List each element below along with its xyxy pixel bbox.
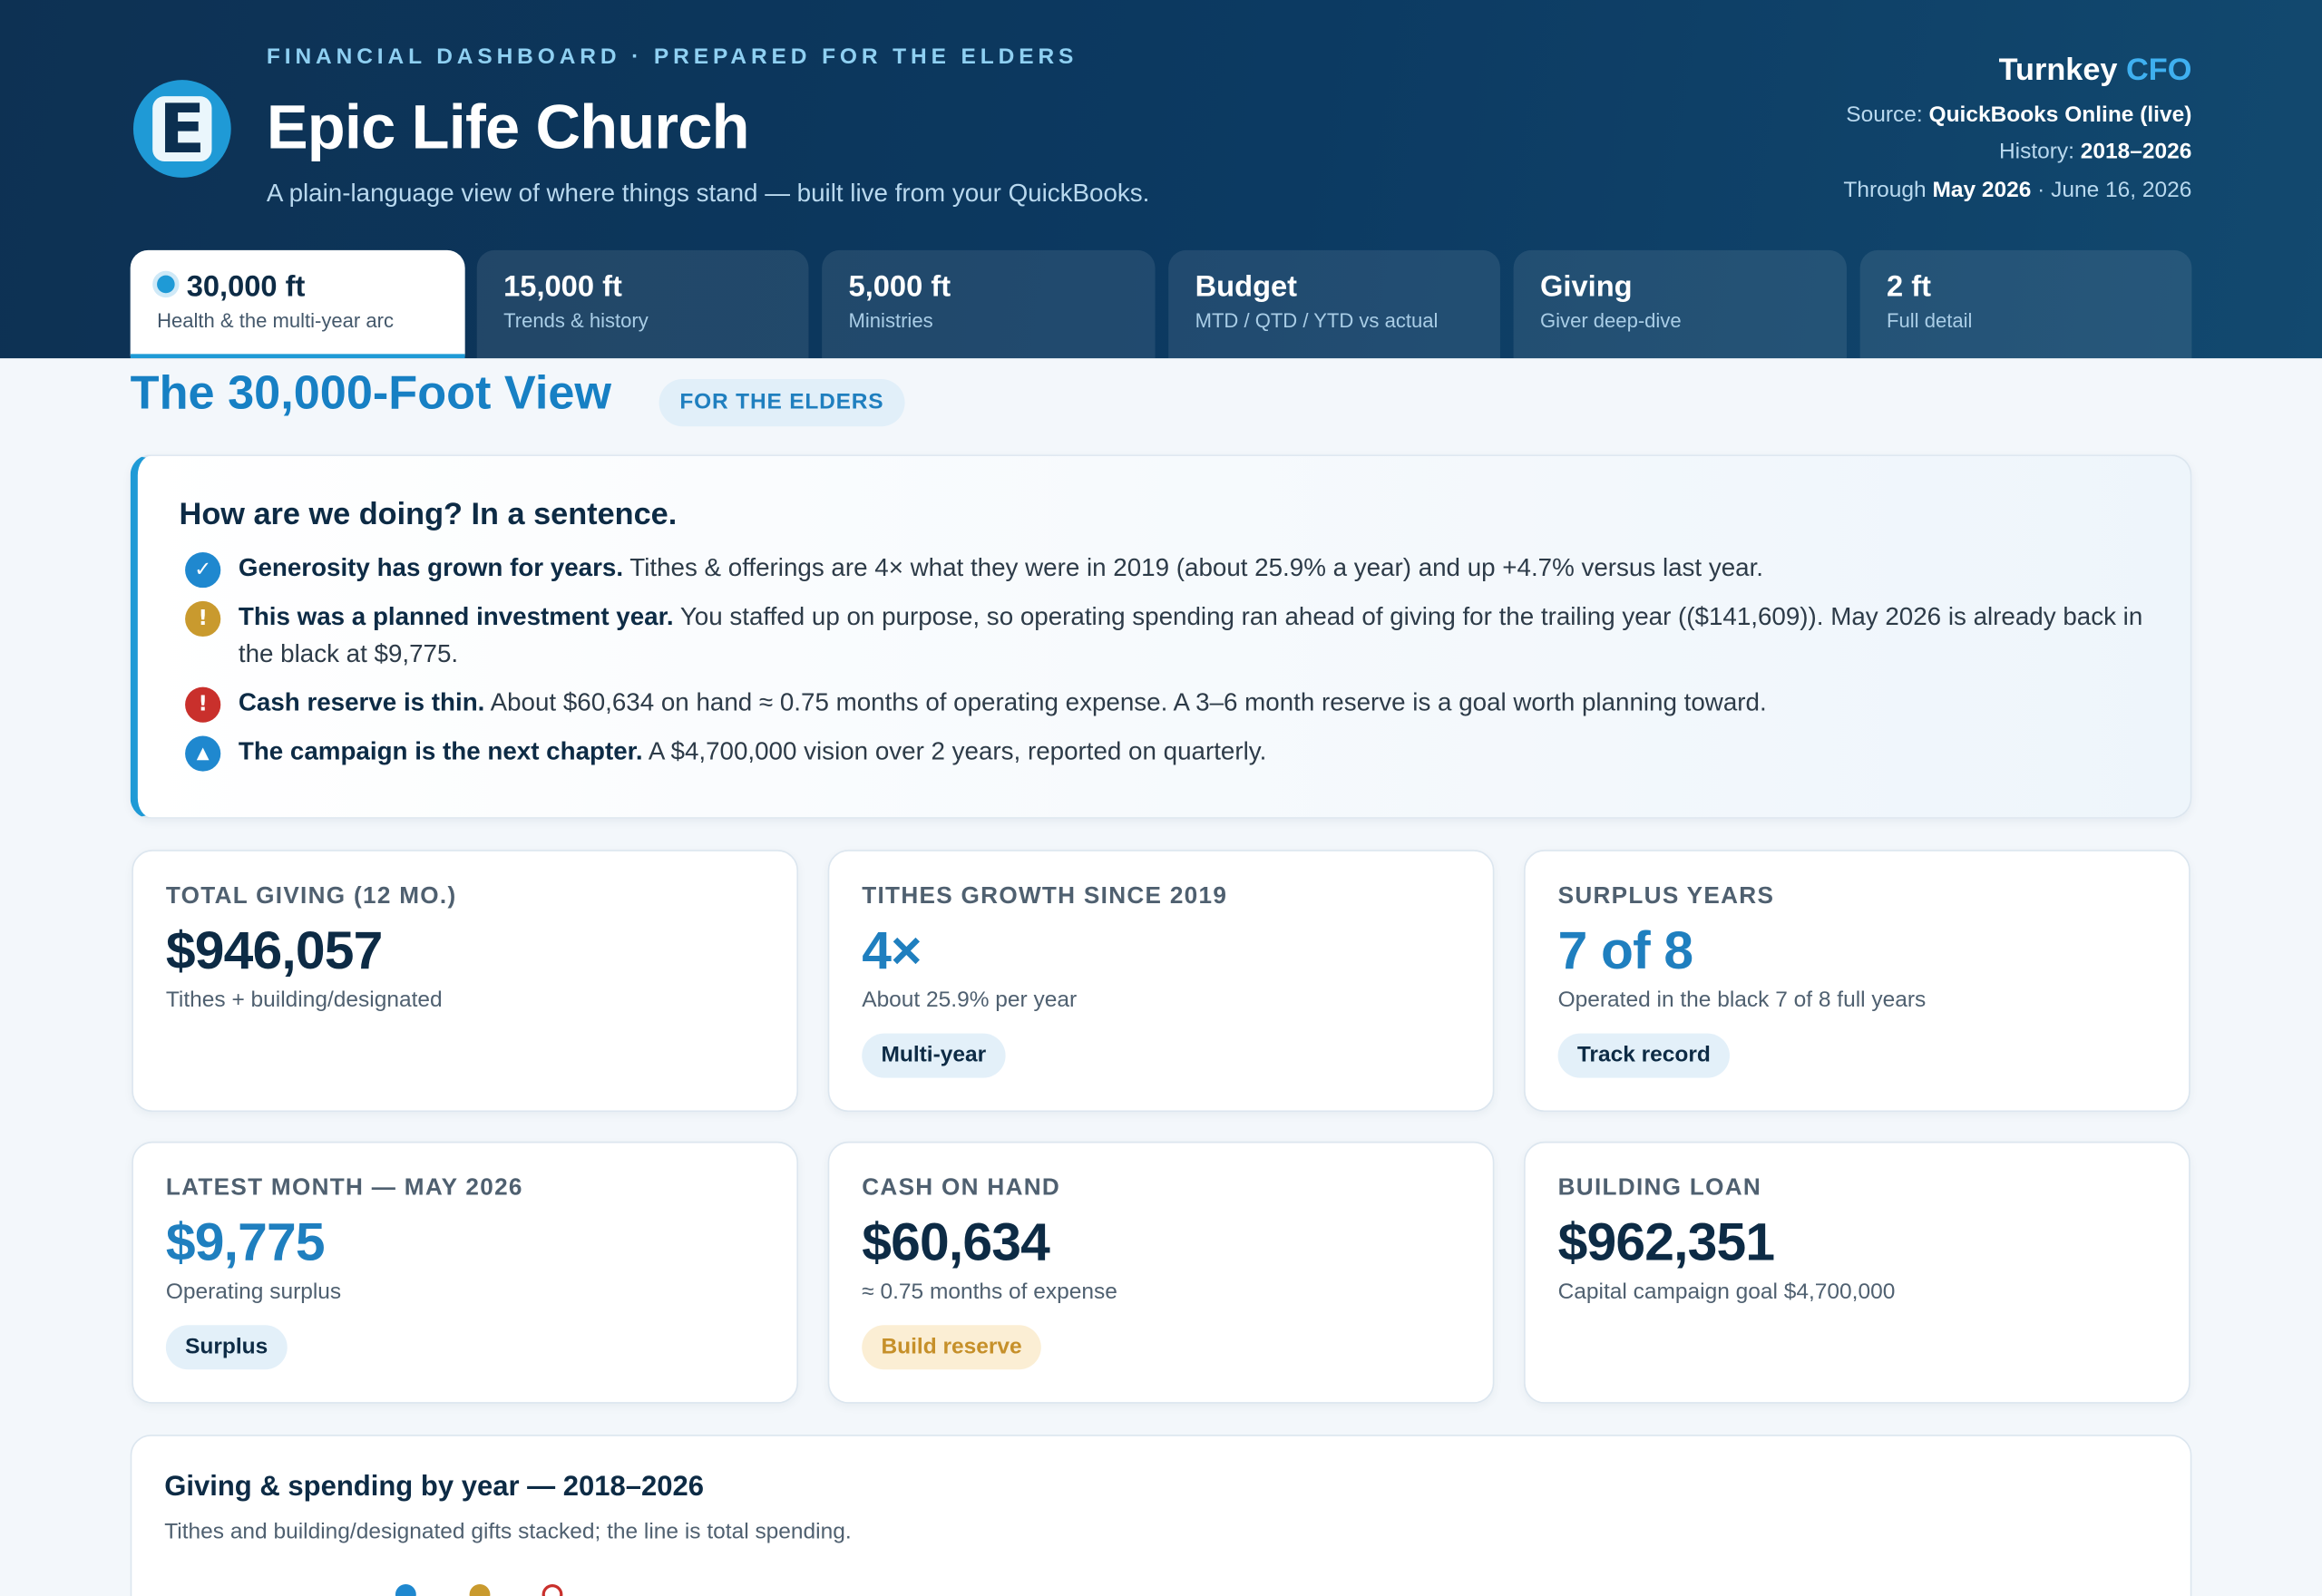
kpi-label: BUILDING LOAN — [1557, 1175, 1762, 1202]
kpi-total-giving: TOTAL GIVING (12 MO.) $946,057 Tithes + … — [132, 850, 799, 1113]
brand-accent: CFO — [2126, 53, 2192, 88]
legend-tithes — [395, 1583, 425, 1596]
kpi-value: 7 of 8 — [1557, 919, 1693, 980]
brand-main: Turnkey — [1998, 53, 2118, 88]
tab-title: Budget — [1195, 270, 1298, 304]
tab-title: 30,000 ft — [186, 270, 306, 304]
summary-item-text: A $4,700,000 vision over 2 years, report… — [642, 737, 1267, 766]
kpi-label: SURPLUS YEARS — [1557, 883, 1775, 910]
chart-legend — [395, 1583, 610, 1596]
legend-spending — [541, 1583, 572, 1596]
kpi-subtext: About 25.9% per year — [862, 988, 1078, 1013]
kpi-surplus-years: SURPLUS YEARS 7 of 8 Operated in the bla… — [1524, 850, 2190, 1113]
tab-title: 15,000 ft — [503, 270, 622, 304]
header-tagline: A plain-language view of where things st… — [266, 179, 1150, 208]
kpi-building-loan: BUILDING LOAN $962,351 Capital campaign … — [1524, 1141, 2190, 1404]
tab-subtitle: MTD / QTD / YTD vs actual — [1195, 309, 1439, 332]
summary-item-text: Tithes & offerings are 4× what they were… — [623, 553, 1764, 582]
through-label: Through — [1843, 177, 1927, 203]
kpi-cash-on-hand: CASH ON HAND $60,634 ≈ 0.75 months of ex… — [827, 1141, 1495, 1404]
church-name: Epic Life Church — [266, 92, 750, 161]
kpi-label: TITHES GROWTH SINCE 2019 — [862, 883, 1228, 910]
kpi-value: $962,351 — [1557, 1211, 1775, 1272]
tab-subtitle: Full detail — [1887, 309, 1973, 332]
summary-item-text: You staffed up on purpose, so operating … — [238, 602, 2143, 668]
tab-giving[interactable]: Giving Giver deep-dive — [1513, 249, 1847, 359]
tab-title-wrap: 30,000 ft — [157, 271, 438, 306]
kpi-value: $9,775 — [165, 1211, 326, 1272]
history-value: 2018–2026 — [2080, 139, 2192, 165]
tab-subtitle: Trends & history — [503, 309, 649, 332]
summary-item: This was a planned investment year. You … — [239, 598, 2149, 673]
summary-item-bold: This was a planned investment year. — [238, 602, 674, 631]
kpi-subtext: ≈ 0.75 months of expense — [862, 1279, 1117, 1305]
summary-item: Cash reserve is thin. About $60,634 on h… — [239, 684, 2149, 721]
through-info: Through May 2026 · June 16, 2026 — [1843, 178, 2191, 203]
summary-item: Generosity has grown for years. Tithes &… — [239, 550, 2149, 587]
kpi-value: $946,057 — [165, 919, 383, 980]
church-logo: E — [132, 80, 231, 178]
kpi-subtext: Tithes + building/designated — [165, 988, 443, 1013]
kpi-subtext: Operated in the black 7 of 8 full years — [1557, 988, 1927, 1013]
altitude-tabs: 30,000 ft Health & the multi-year arc 15… — [130, 249, 2192, 359]
kpi-tithes-growth: TITHES GROWTH SINCE 2019 4× About 25.9% … — [827, 850, 1495, 1113]
summary-item-bold: Generosity has grown for years. — [238, 553, 624, 582]
kpi-value: $60,634 — [862, 1211, 1050, 1272]
kpi-latest-month: LATEST MONTH — MAY 2026 $9,775 Operating… — [132, 1141, 799, 1404]
alert-icon: ! — [185, 686, 221, 723]
kpi-badge: Track record — [1557, 1033, 1731, 1078]
history-label: History: — [1998, 139, 2074, 165]
kpi-badge: Multi-year — [862, 1033, 1006, 1078]
tab-15000-ft[interactable]: 15,000 ft Trends & history — [476, 249, 809, 359]
summary-item: The campaign is the next chapter. A $4,7… — [239, 733, 2149, 770]
giving-spending-chart-card: Giving & spending by year — 2018–2026 Ti… — [130, 1435, 2192, 1596]
kpi-badge: Build reserve — [862, 1325, 1041, 1370]
tab-30000-ft[interactable]: 30,000 ft Health & the multi-year arc — [130, 249, 465, 359]
summary-item-text: About $60,634 on hand ≈ 0.75 months of o… — [484, 688, 1767, 717]
summary-item-bold: The campaign is the next chapter. — [238, 737, 643, 766]
legend-building — [468, 1583, 499, 1596]
kpi-label: LATEST MONTH — MAY 2026 — [165, 1175, 523, 1202]
kpi-subtext: Operating surplus — [165, 1279, 342, 1305]
audience-pill: FOR THE ELDERS — [659, 378, 905, 427]
brand-logo: Turnkey CFO — [1999, 54, 2192, 89]
tab-2-ft[interactable]: 2 ft Full detail — [1859, 249, 2192, 359]
dashboard-header: E FINANCIAL DASHBOARD · PREPARED FOR THE… — [0, 0, 2322, 359]
source-label: Source: — [1846, 102, 1923, 128]
tab-5000-ft[interactable]: 5,000 ft Ministries — [822, 249, 1156, 359]
check-icon: ✓ — [185, 551, 221, 589]
tab-subtitle: Health & the multi-year arc — [157, 309, 394, 332]
kpi-value: 4× — [862, 919, 922, 980]
kpi-label: CASH ON HAND — [862, 1175, 1061, 1202]
tab-budget[interactable]: Budget MTD / QTD / YTD vs actual — [1168, 249, 1500, 359]
summary-card: How are we doing? In a sentence. ✓ Gener… — [130, 454, 2192, 819]
legend-dot-icon — [395, 1583, 416, 1596]
through-date: · June 16, 2026 — [2037, 177, 2192, 203]
kpi-badge: Surplus — [165, 1325, 288, 1370]
chart-title: Giving & spending by year — 2018–2026 — [164, 1471, 705, 1504]
logo-letter: E — [152, 94, 212, 163]
source-info: Source: QuickBooks Online (live) — [1846, 102, 2191, 128]
kpi-label: TOTAL GIVING (12 MO.) — [165, 883, 457, 910]
through-value: May 2026 — [1932, 177, 2032, 203]
header-eyebrow: FINANCIAL DASHBOARD · PREPARED FOR THE E… — [266, 44, 1078, 70]
source-value: QuickBooks Online (live) — [1928, 102, 2192, 128]
tab-title: 5,000 ft — [848, 270, 951, 304]
history-info: History: 2018–2026 — [1999, 139, 2191, 164]
tab-subtitle: Ministries — [848, 309, 933, 332]
active-dot-icon — [157, 275, 175, 294]
page-title: The 30,000-Foot View — [130, 365, 612, 420]
legend-dot-icon — [468, 1583, 490, 1596]
tab-title: Giving — [1540, 270, 1633, 304]
legend-dot-icon — [541, 1583, 563, 1596]
kpi-subtext: Capital campaign goal $4,700,000 — [1557, 1279, 1896, 1305]
summary-heading: How are we doing? In a sentence. — [179, 497, 678, 532]
chart-subtitle: Tithes and building/designated gifts sta… — [164, 1519, 852, 1544]
warning-icon: ! — [185, 600, 221, 637]
tab-title: 2 ft — [1887, 270, 1932, 304]
triangle-icon: ▲ — [185, 735, 221, 772]
summary-item-bold: Cash reserve is thin. — [238, 688, 485, 717]
tab-subtitle: Giver deep-dive — [1540, 309, 1682, 332]
